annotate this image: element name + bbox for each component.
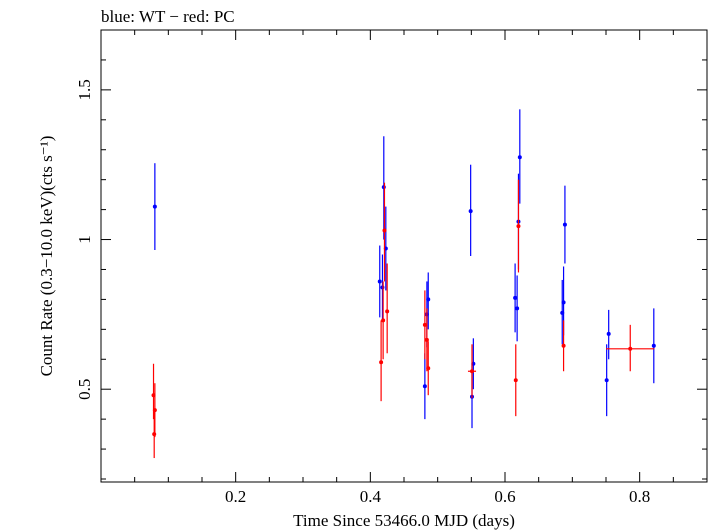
x-axis-ticks: 0.2 0.4 0.6 0.8 <box>134 30 674 506</box>
x-tick-label: 0.8 <box>629 487 650 506</box>
plot-frame <box>100 29 708 483</box>
series-wt <box>152 109 656 429</box>
data-point <box>379 360 384 365</box>
data-point <box>377 279 382 284</box>
data-point <box>470 369 475 374</box>
series-pc <box>151 179 655 459</box>
x-tick-label: 0.2 <box>225 487 246 506</box>
y-tick-label: 0.5 <box>75 379 94 400</box>
x-tick-label: 0.6 <box>494 487 515 506</box>
data-point <box>385 309 390 314</box>
x-axis-label: Time Since 53466.0 MJD (days) <box>293 511 515 530</box>
data-point <box>604 378 609 383</box>
chart-title: blue: WT − red: PC <box>101 7 235 26</box>
data-point <box>606 331 611 336</box>
data-point <box>426 297 431 302</box>
y-axis-ticks: 0.5 1 1.5 <box>75 59 707 480</box>
data-point <box>513 295 518 300</box>
data-point <box>152 432 157 437</box>
data-point <box>628 346 633 351</box>
data-point <box>561 343 566 348</box>
data-point <box>152 408 157 413</box>
data-point <box>152 204 157 209</box>
data-point <box>426 366 431 371</box>
y-tick-label: 1.5 <box>75 79 94 100</box>
data-point <box>651 343 656 348</box>
data-point <box>468 209 473 214</box>
data-point <box>424 337 429 342</box>
data-point <box>381 318 386 323</box>
data-point <box>513 378 518 383</box>
data-point <box>561 300 566 305</box>
data-point <box>422 384 427 389</box>
data-point <box>380 285 385 290</box>
data-point <box>515 306 520 311</box>
data-point <box>382 228 387 233</box>
data-point <box>517 155 522 160</box>
y-tick-label: 1 <box>75 235 94 244</box>
x-tick-label: 0.4 <box>360 487 382 506</box>
data-point <box>422 322 427 327</box>
data-point <box>381 185 386 190</box>
data-point <box>516 224 521 229</box>
data-point <box>562 222 567 227</box>
data-series <box>151 109 656 459</box>
y-axis-label: Count Rate (0.3−10.0 keV)(cts s⁻¹) <box>37 136 56 377</box>
